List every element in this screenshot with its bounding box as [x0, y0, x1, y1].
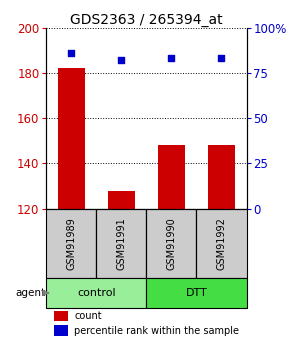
Text: count: count	[75, 312, 102, 321]
Bar	[197, 209, 246, 278]
Bar	[158, 145, 185, 209]
Point	[69, 50, 74, 56]
Bar	[46, 209, 96, 278]
Text: GSM91991: GSM91991	[117, 217, 126, 269]
Bar	[146, 209, 197, 278]
Text: GSM91989: GSM91989	[66, 217, 76, 269]
Point	[119, 57, 124, 63]
Bar	[55, 325, 68, 336]
Text: DTT: DTT	[186, 288, 207, 298]
Bar	[96, 209, 146, 278]
Text: percentile rank within the sample: percentile rank within the sample	[75, 326, 240, 336]
Text: agent: agent	[15, 288, 46, 298]
Bar	[58, 68, 85, 209]
Bar	[208, 145, 235, 209]
Bar	[108, 190, 135, 209]
Bar	[146, 278, 246, 308]
Text: GSM91990: GSM91990	[166, 217, 176, 269]
Point	[169, 56, 174, 61]
Title: GDS2363 / 265394_at: GDS2363 / 265394_at	[70, 12, 223, 27]
Bar	[55, 311, 68, 322]
Text: GSM91992: GSM91992	[217, 217, 226, 270]
Point	[219, 56, 224, 61]
Text: control: control	[77, 288, 116, 298]
Bar	[46, 278, 146, 308]
